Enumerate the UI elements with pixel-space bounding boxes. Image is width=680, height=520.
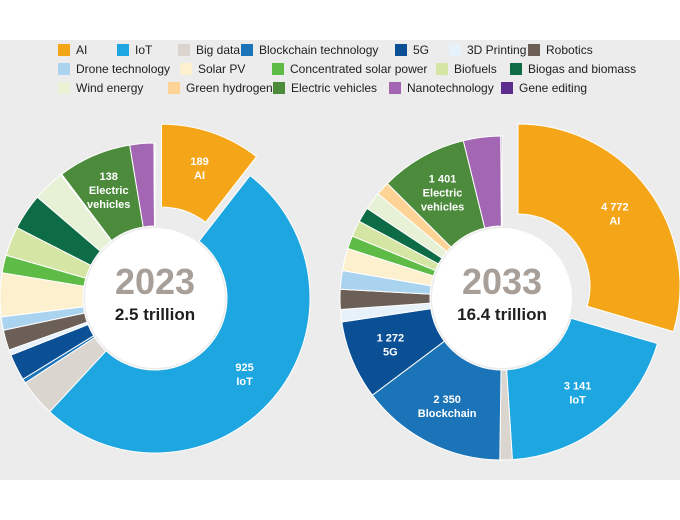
slice-label: AI [609,215,620,227]
slice-label: 189 [190,156,208,168]
legend-label: Green hydrogen [186,81,273,95]
legend-swatch [272,63,284,75]
slice-label: IoT [569,394,586,406]
slice-label: AI [194,170,205,182]
legend-swatch [241,44,253,56]
slice-label: 5G [383,347,398,359]
slice [48,174,311,454]
legend-swatch [117,44,129,56]
slice [153,142,156,227]
legend-swatch [510,63,522,75]
slice-label: 1 272 [377,333,405,345]
legend-swatch [436,63,448,75]
legend-swatch [528,44,540,56]
legend-label: Gene editing [519,81,588,95]
legend-swatch [389,82,401,94]
donut-hole [85,228,225,368]
slice-label: 1 401 [429,174,457,186]
slice-label: Blockchain [418,408,477,420]
legend-item: Nanotechnology [389,80,494,96]
legend-label: Nanotechnology [407,81,494,95]
slice-label: vehicles [421,202,464,214]
legend-item: Robotics [528,42,593,58]
legend-swatch [273,82,285,94]
slice-label: 3 141 [564,380,592,392]
legend-label: Big data [196,43,241,57]
slice [506,317,659,461]
slice-label: 138 [100,171,118,183]
legend-swatch [501,82,513,94]
legend-item: Gene editing [501,80,587,96]
legend-swatch [178,44,190,56]
legend-item: Solar PV [180,61,245,77]
legend-item: Concentrated solar power [272,61,427,77]
legend-item: AI [58,42,87,58]
legend-label: Biogas and biomass [528,62,637,76]
legend-label: Concentrated solar power [290,62,428,76]
slice-label: IoT [236,376,253,388]
legend-item: Biofuels [436,61,497,77]
legend-swatch [58,63,70,75]
legend-label: 5G [413,43,430,57]
legend-swatch [395,44,407,56]
legend-item: Electric vehicles [273,80,377,96]
legend-item: Green hydrogen [168,80,273,96]
slice-label: 4 772 [601,201,629,213]
legend-item: IoT [117,42,152,58]
center-total: 16.4 trillion [457,305,547,324]
slice-label: Electric [89,185,129,197]
legend-item: Wind energy [58,80,143,96]
slice [500,135,503,227]
legend-swatch [180,63,192,75]
legend-swatch [449,44,461,56]
slice [160,123,258,223]
legend-swatch [58,82,70,94]
slice-label: vehicles [87,199,130,211]
slice-label: 925 [235,362,253,374]
legend-item: Big data [178,42,240,58]
center-total: 2.5 trillion [115,305,195,324]
legend-label: Solar PV [198,62,246,76]
legend: AI IoT Big data Blockchain technology 5G 3D P… [58,42,658,100]
legend-label: Electric vehicles [291,81,378,95]
legend-item: 3D Printing [449,42,526,58]
legend-label: Wind energy [76,81,144,95]
legend-label: Biofuels [454,62,497,76]
slice [517,123,680,333]
legend-label: Robotics [546,43,593,57]
legend-item: 5G [395,42,429,58]
donut-hole [432,228,572,368]
legend-label: IoT [135,43,153,57]
legend-label: Drone technology [76,62,171,76]
slice-label: Electric [423,188,463,200]
legend-item: Biogas and biomass [510,61,636,77]
center-year: 2033 [462,261,542,302]
center-year: 2023 [115,261,195,302]
legend-swatch [168,82,180,94]
legend-item: Blockchain technology [241,42,378,58]
donut-2023: 189 AI 925 IoT 138 Electric vehicles 2023 2.5 tr… [0,123,311,454]
donut-2033: 4 772 AI 3 141 IoT 2 350 Blockchain 1 272 5G 1 4… [339,123,680,461]
legend-swatch [58,44,70,56]
slice-label: 2 350 [433,394,461,406]
legend-item: Drone technology [58,61,170,77]
legend-label: AI [76,43,88,57]
legend-label: Blockchain technology [259,43,379,57]
legend-label: 3D Printing [467,43,527,57]
